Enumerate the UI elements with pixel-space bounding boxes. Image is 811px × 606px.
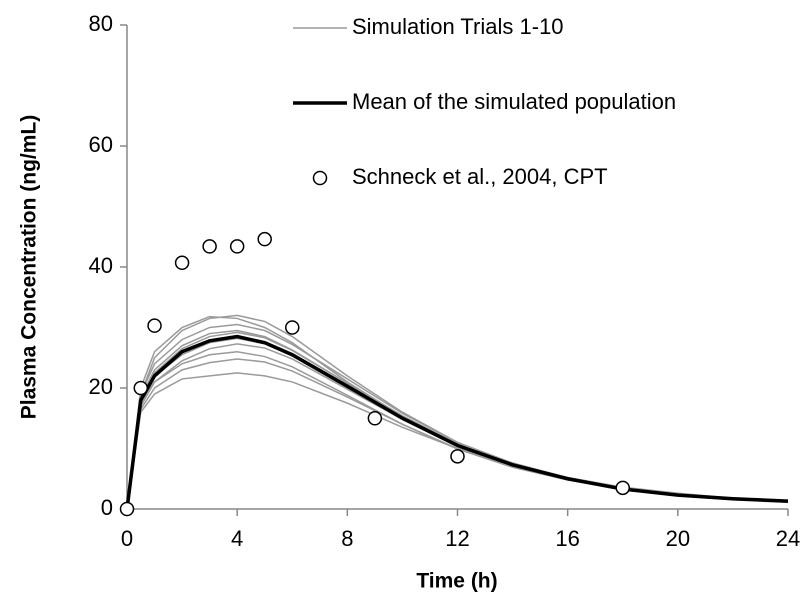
data-point <box>285 320 300 335</box>
x-axis-title: Time (h) <box>416 570 497 593</box>
data-point <box>174 255 190 271</box>
x-tick-label: 8 <box>341 526 353 551</box>
mean-line <box>125 334 789 510</box>
y-tick-label: 60 <box>89 132 113 157</box>
y-tick-label: 0 <box>101 495 113 520</box>
legend-label: Simulation Trials 1-10 <box>352 14 564 39</box>
data-point <box>229 239 245 254</box>
data-point <box>450 449 465 464</box>
trial-line <box>126 314 789 510</box>
data-point <box>133 380 149 396</box>
data-point <box>202 239 217 254</box>
x-tick-label: 16 <box>555 526 579 551</box>
trial-line <box>126 329 789 510</box>
data-point <box>257 231 272 247</box>
y-tick-label: 80 <box>89 11 113 36</box>
x-tick-label: 24 <box>776 526 800 551</box>
trial-line <box>126 337 789 510</box>
y-axis-title: Plasma Concentration (ng/mL) <box>18 115 41 420</box>
trial-line <box>126 358 789 510</box>
y-tick-label: 20 <box>89 374 113 399</box>
trial-line <box>126 372 789 510</box>
y-tick-label: 40 <box>89 253 113 278</box>
data-point <box>147 318 162 333</box>
trial-line <box>126 350 789 510</box>
data-point <box>615 480 630 496</box>
x-tick-label: 0 <box>121 526 133 551</box>
data-point <box>367 411 383 426</box>
legend-marker <box>312 170 328 186</box>
x-tick-label: 4 <box>231 526 243 551</box>
x-tick-label: 20 <box>666 526 690 551</box>
legend-label: Mean of the simulated population <box>352 89 676 114</box>
data-point <box>119 501 135 517</box>
trial-line <box>126 343 789 510</box>
x-tick-label: 12 <box>445 526 469 551</box>
legend-label: Schneck et al., 2004, CPT <box>352 164 608 189</box>
trial-line <box>126 331 789 510</box>
